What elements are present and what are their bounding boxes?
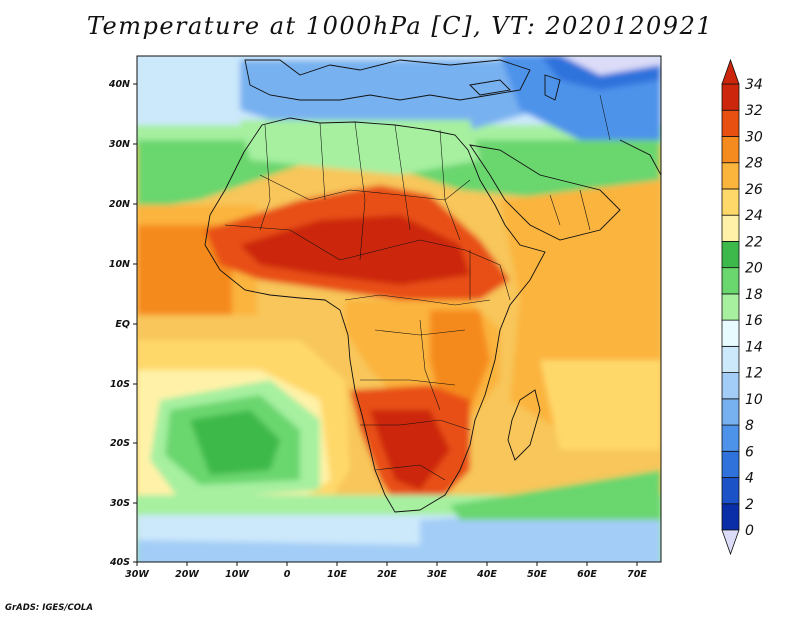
colorbar-swatch	[721, 503, 740, 531]
lon-label: 10W	[225, 569, 249, 580]
axis-ticks	[133, 83, 638, 566]
colorbar-swatch	[721, 345, 740, 373]
colorbar-swatch	[721, 267, 740, 295]
colorbar-label: 26	[745, 182, 763, 198]
lon-label: 0	[284, 569, 291, 580]
map-title: Temperature at 1000hPa [C], VT: 20201209…	[86, 12, 714, 40]
colorbar-label: 2	[745, 497, 754, 513]
colorbar-label: 30	[745, 129, 763, 145]
colorbar-label: 28	[745, 156, 763, 172]
map-frame	[136, 55, 662, 563]
coastlines	[204, 59, 661, 513]
colorbar-swatch	[721, 136, 740, 164]
colorbar-upper-arrow	[721, 58, 740, 85]
colorbar-label: 32	[745, 103, 763, 119]
colorbar-label: 18	[745, 287, 763, 303]
colorbar-label: 10	[745, 392, 763, 408]
colorbar-swatch	[721, 450, 740, 478]
lon-label: 70E	[627, 569, 647, 580]
colorbar-swatch	[721, 214, 740, 242]
colorbar-label: 0	[745, 523, 754, 539]
colorbar-swatch	[721, 83, 740, 111]
lon-label: 60E	[577, 569, 597, 580]
lon-label: 30E	[427, 569, 447, 580]
lon-label: 20E	[377, 569, 397, 580]
country-borders	[224, 94, 611, 481]
colorbar-label: 22	[745, 234, 763, 250]
longitude-labels: 30W 20W 10W 0 10E 20E 30E 40E 50E 60E 70…	[125, 569, 647, 580]
colorbar-label: 34	[745, 77, 763, 93]
lat-label: 40S	[109, 557, 130, 568]
credit-label: GrADS: IGES/COLA	[5, 603, 93, 613]
lon-label: 20W	[175, 569, 199, 580]
colorbar-swatch	[721, 162, 740, 190]
colorbar-label: 8	[745, 418, 754, 434]
colorbar-swatch	[721, 319, 740, 347]
lat-label: 40N	[108, 79, 130, 90]
colorbar-lower-arrow	[721, 529, 740, 556]
lon-label: 40E	[476, 569, 497, 580]
colorbar-swatch	[721, 372, 740, 400]
lat-label: 10S	[110, 379, 130, 390]
colorbar-label: 16	[745, 313, 763, 329]
colorbar-label: 6	[745, 444, 754, 460]
colorbar-swatch	[721, 188, 740, 216]
colorbar-swatch	[721, 477, 740, 505]
colorbar-swatch	[721, 241, 740, 269]
lat-label: 30N	[109, 139, 130, 150]
lon-label: 50E	[527, 569, 547, 580]
lat-label: 20S	[110, 438, 130, 449]
lon-label: 10E	[327, 569, 347, 580]
colorbar-swatch	[721, 293, 740, 321]
lat-label: 10N	[109, 259, 130, 270]
lat-label: 30S	[110, 498, 130, 509]
colorbar-label: 24	[745, 208, 763, 224]
latitude-labels: 40N 30N 20N 10N EQ 10S 20S 30S 40S	[108, 79, 130, 568]
colorbar-label: 14	[745, 339, 763, 355]
lat-label: EQ	[115, 319, 130, 330]
lat-label: 20N	[109, 199, 130, 210]
temperature-field	[137, 56, 661, 562]
colorbar-swatch	[721, 109, 740, 137]
colorbar-swatch	[721, 398, 740, 426]
colorbar-label: 20	[745, 261, 763, 277]
colorbar-label: 12	[745, 366, 763, 382]
lon-label: 30W	[125, 569, 149, 580]
colorbar-swatch	[721, 424, 740, 452]
colorbar-label: 4	[745, 471, 754, 487]
